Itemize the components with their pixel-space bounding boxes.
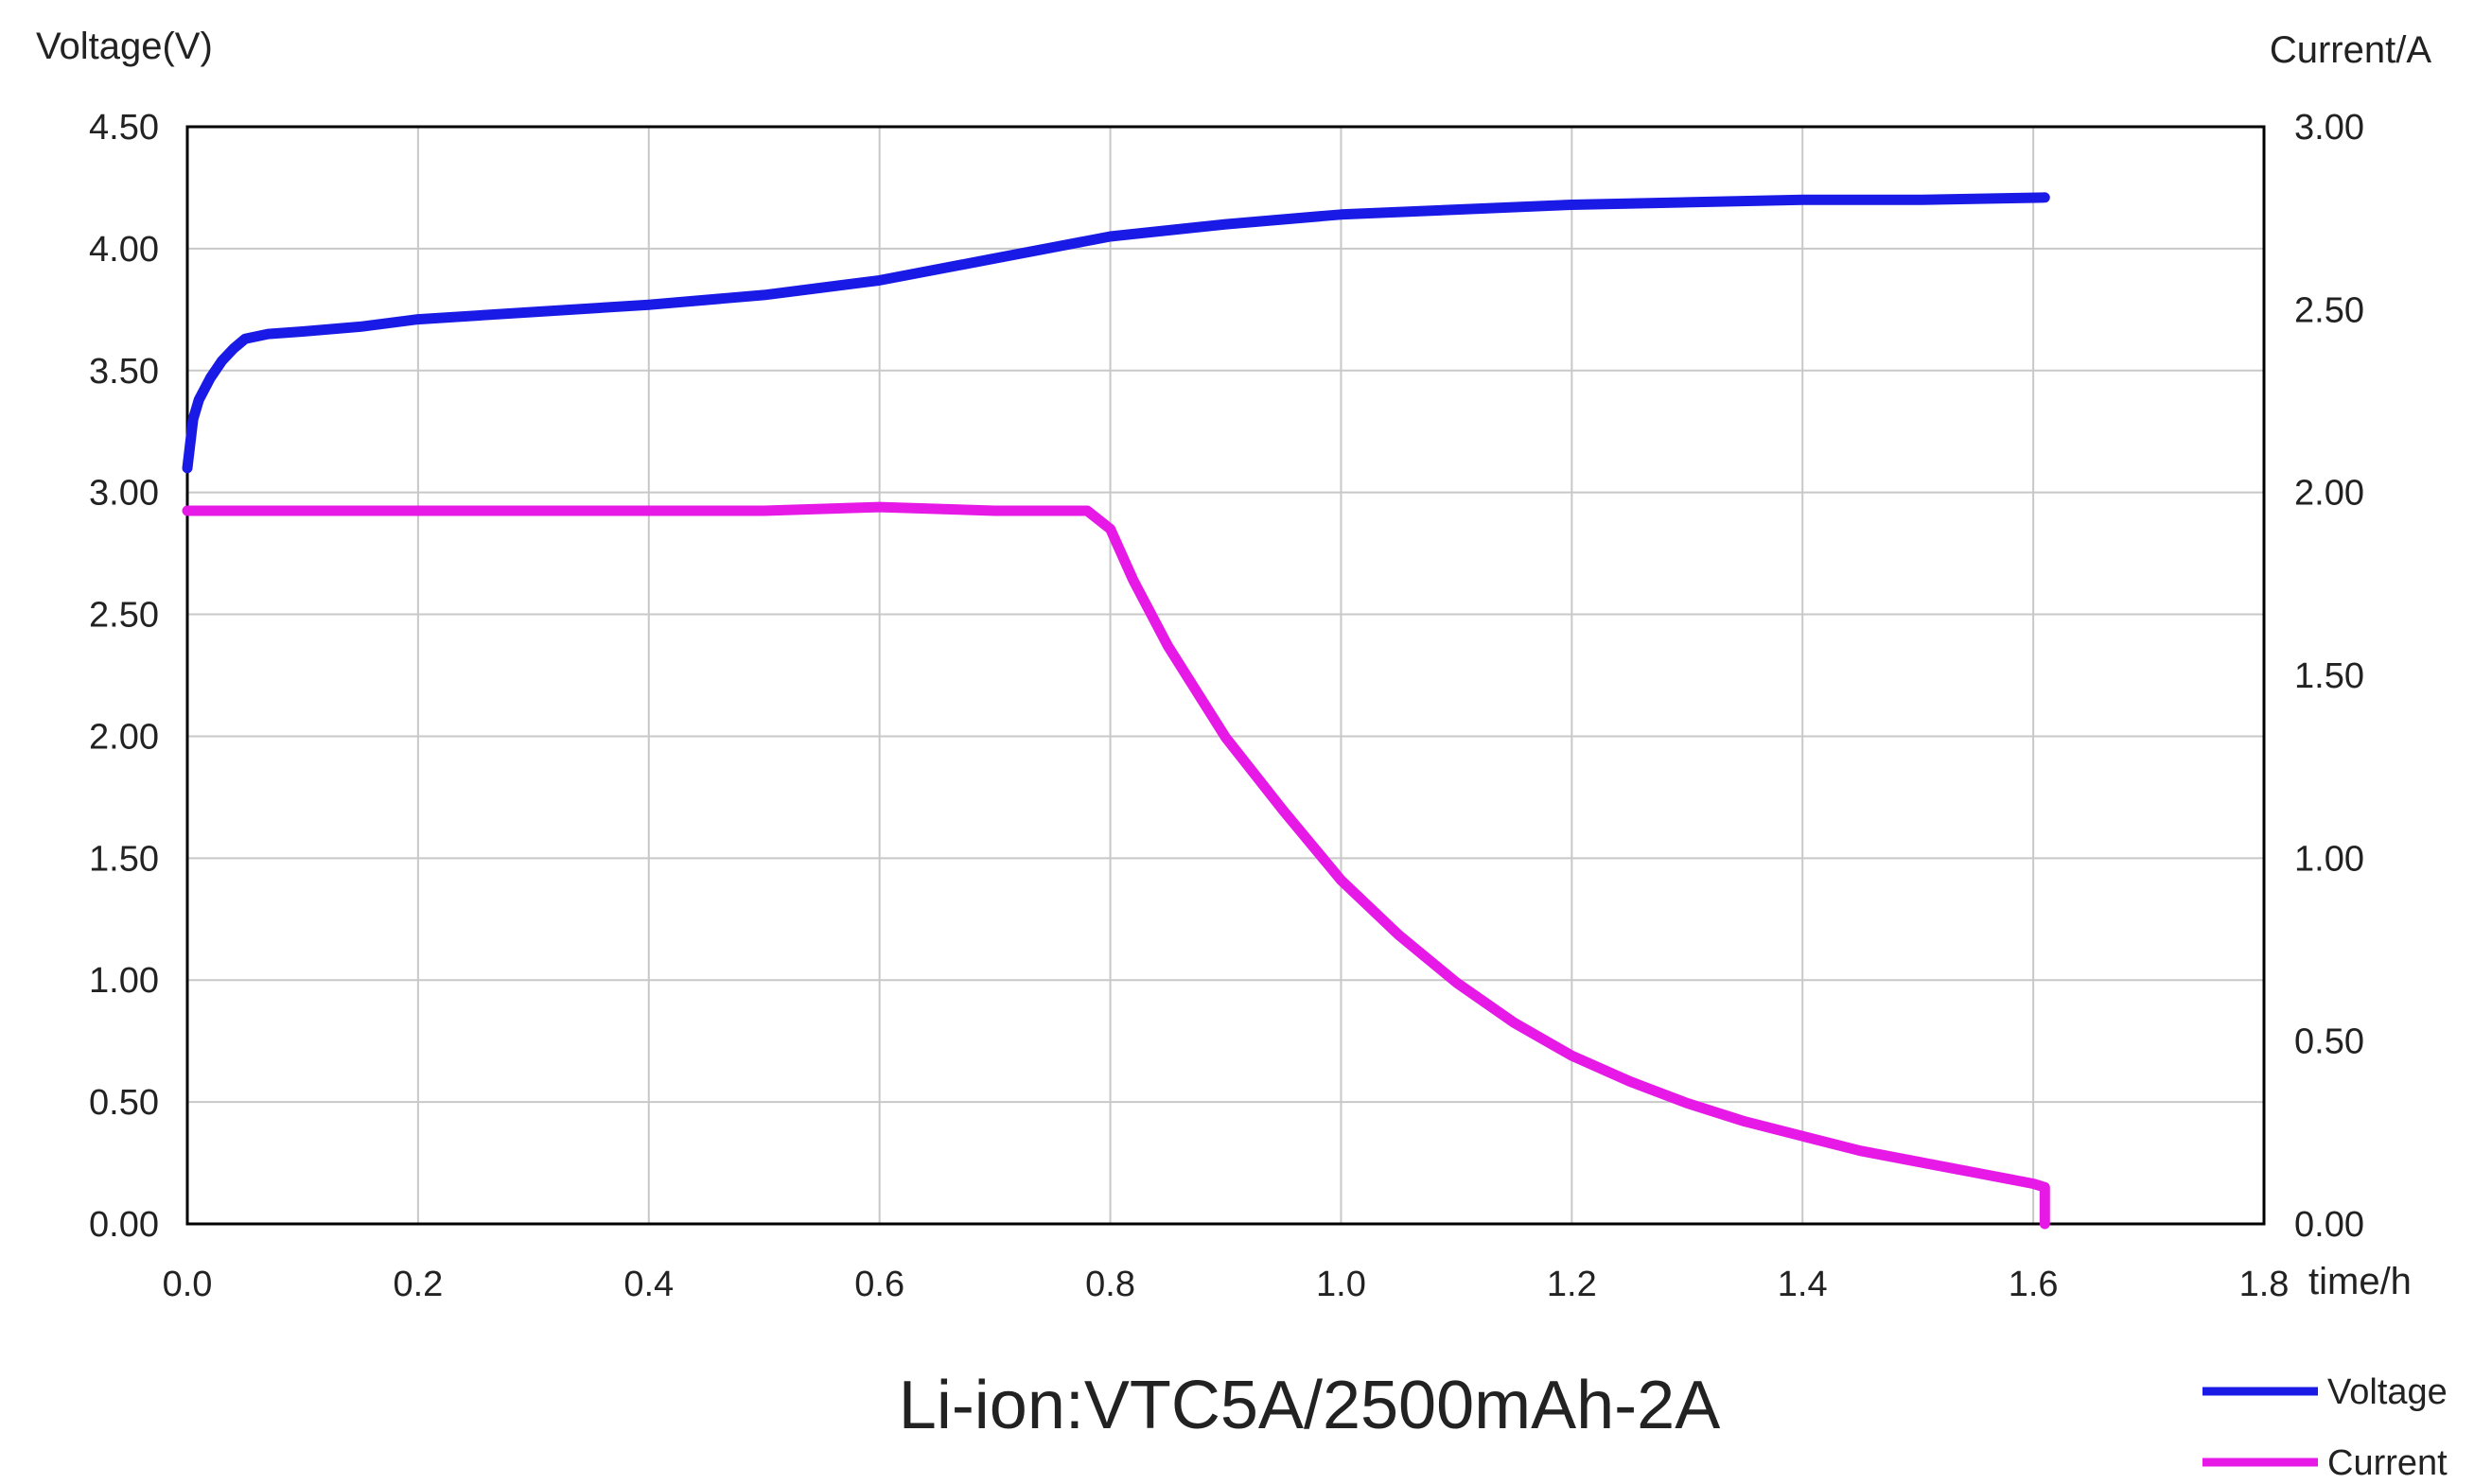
y-right-tick-label: 1.00	[2294, 839, 2364, 879]
y-left-tick-label: 3.00	[89, 474, 159, 514]
y-left-tick-label: 2.00	[89, 717, 159, 757]
y-left-tick-label: 1.00	[89, 961, 159, 1001]
y-right-tick-label: 0.50	[2294, 1022, 2364, 1062]
y-left-tick-label: 4.50	[89, 108, 159, 148]
plot-frame	[185, 125, 2266, 1226]
y-left-tick-label: 3.50	[89, 352, 159, 392]
legend-label-voltage: Voltage	[2327, 1372, 2448, 1412]
y-right-tick-label: 1.50	[2294, 656, 2364, 696]
x-axis-title: time/h	[2308, 1261, 2412, 1302]
x-tick-label: 0.4	[623, 1265, 674, 1304]
legend: Voltage Current	[2202, 1372, 2448, 1483]
legend-label-current: Current	[2327, 1443, 2448, 1483]
x-tick-label: 0.2	[393, 1265, 443, 1304]
x-tick-label: 0.0	[163, 1265, 213, 1304]
x-tick-label: 1.2	[1547, 1265, 1597, 1304]
x-tick-label: 1.0	[1316, 1265, 1366, 1304]
y-left-tick-label: 0.50	[89, 1083, 159, 1123]
y-left-tick-label: 2.50	[89, 596, 159, 636]
series-line-current	[182, 501, 2050, 1230]
x-tick-label: 0.8	[1085, 1265, 1135, 1304]
x-tick-label: 0.6	[854, 1265, 904, 1304]
x-tick-label: 1.6	[2009, 1265, 2059, 1304]
y-right-axis-title: Current/A	[2270, 29, 2431, 71]
y-right-tick-label: 2.00	[2294, 474, 2364, 514]
y-right-tick-label: 2.50	[2294, 290, 2364, 330]
y-left-tick-label: 0.00	[89, 1205, 159, 1245]
chart-title: Li-ion:VTC5A/2500mAh-2A	[899, 1368, 1720, 1443]
y-left-tick-label: 1.50	[89, 839, 159, 879]
series-line-voltage	[182, 192, 2050, 474]
y-left-axis-title: Voltage(V)	[36, 26, 213, 67]
y-left-tick-label: 4.00	[89, 230, 159, 270]
y-right-tick-label: 0.00	[2294, 1205, 2364, 1245]
x-tick-label: 1.4	[1778, 1265, 1828, 1304]
x-tick-label: 1.8	[2239, 1265, 2290, 1304]
y-right-tick-label: 3.00	[2294, 108, 2364, 148]
grid-layer	[187, 127, 2264, 1224]
tick-labels: 0.0 0.2 0.4 0.6 0.8 1.0 1.2 1.4 1.6 1.80.000.501.…	[89, 108, 2364, 1304]
series-layer	[182, 192, 2050, 1230]
